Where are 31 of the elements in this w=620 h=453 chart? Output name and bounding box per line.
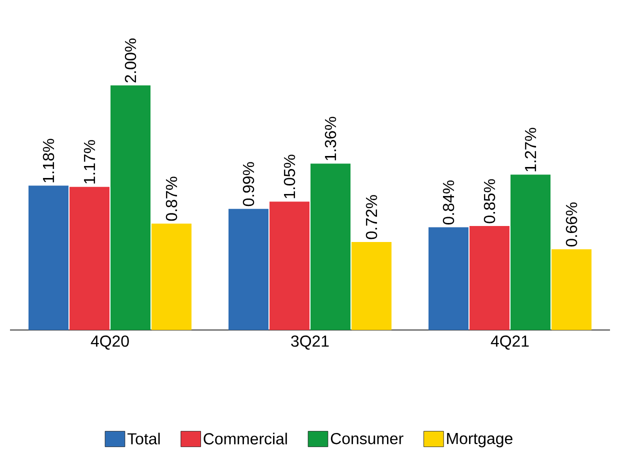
bar [28,186,68,330]
legend-label: Consumer [330,432,404,444]
legend-label: Commercial [204,432,287,444]
bar [310,164,351,330]
bar [470,226,510,330]
bar [270,202,310,330]
bar [510,174,551,330]
data-label: 0.66% [566,202,578,246]
bar [152,224,192,330]
data-label: 0.99% [242,162,254,206]
legend-label: Mortgage [447,433,512,448]
data-label: 1.18% [42,138,54,182]
legend-label: Total [127,432,160,444]
x-tick-label: 4Q21 [490,336,529,350]
bar [228,208,269,330]
bar [70,186,110,330]
data-label: 0.72% [366,195,378,240]
bar [352,242,392,330]
data-label: 0.87% [166,176,178,221]
data-label: 2.00% [124,38,136,82]
x-tick-label: 3Q21 [291,336,329,350]
data-label: 1.17% [84,140,96,184]
bar [428,227,469,330]
bar [110,85,150,330]
x-tick-label: 4Q20 [90,336,129,350]
bar [552,249,592,330]
data-label: 1.27% [524,128,536,172]
data-label: 0.84% [442,180,454,224]
data-label: 1.05% [284,154,296,198]
data-label: 0.85% [484,179,496,224]
data-label: 1.36% [324,116,336,160]
